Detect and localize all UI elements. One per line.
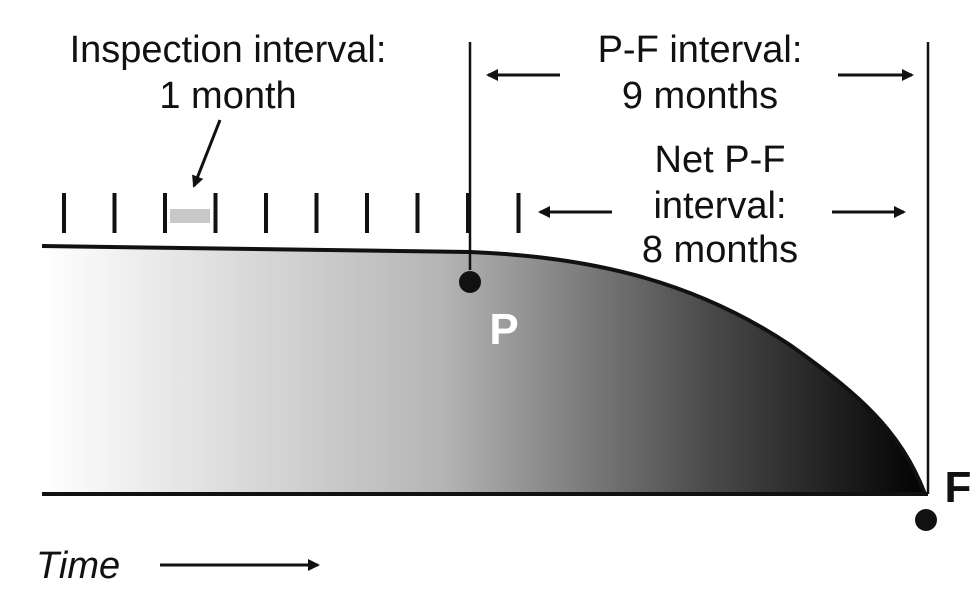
pf-interval-title: P-F interval: (598, 29, 803, 71)
time-axis-label: Time (36, 545, 120, 587)
pf-curve (41, 244, 927, 495)
point-p-dot (459, 271, 481, 293)
net-pf-interval-subtitle: interval: (653, 185, 786, 227)
inspection-interval-highlight (170, 209, 210, 223)
pf-interval-value: 9 months (622, 75, 778, 117)
point-f-label: F (945, 463, 972, 512)
degradation-area (42, 246, 925, 494)
point-f-dot (915, 509, 937, 531)
inspection-interval-value: 1 month (159, 75, 296, 117)
point-p-label: P (489, 305, 518, 354)
net-pf-interval-value: 8 months (642, 229, 798, 271)
inspection-pointer-arrow (192, 119, 222, 188)
net-pf-interval-title: Net P-F (655, 139, 786, 181)
inspection-ticks (62, 193, 521, 233)
inspection-interval-title: Inspection interval: (70, 29, 387, 71)
